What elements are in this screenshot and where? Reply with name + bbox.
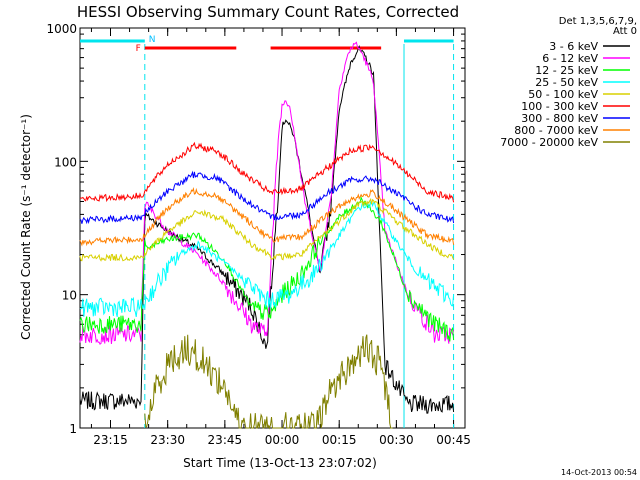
- plot-frame: [79, 27, 466, 429]
- legend-entry-label: 3 - 6 keV: [549, 40, 598, 53]
- legend-header: Det 1,3,5,6,7,9,: [559, 16, 637, 27]
- legend-entry-label: 800 - 7000 keV: [514, 124, 598, 137]
- legend-header: Att 0: [613, 26, 637, 37]
- legend-entry-label: 12 - 25 keV: [535, 64, 598, 77]
- legend-entry-label: 300 - 800 keV: [521, 112, 598, 125]
- x-axis-label: Start Time (13-Oct-13 23:07:02): [183, 456, 377, 470]
- x-tick-label: 00:45: [436, 433, 471, 447]
- y-tick-label: 100: [54, 155, 77, 169]
- x-tick-label: 00:30: [379, 433, 414, 447]
- y-tick-label: 10: [62, 289, 77, 303]
- series-line: [79, 186, 455, 247]
- plot-area: 1 10 100 1000 23:15 23:30 23:45 00:00 00:15 00:30…: [46, 22, 470, 447]
- night-marker-label: N: [149, 35, 156, 45]
- series-line: [144, 334, 393, 430]
- legend-entry-label: 6 - 12 keV: [542, 52, 598, 65]
- flare-marker-label: F: [136, 44, 141, 54]
- plot-timestamp: 14-Oct-2013 00:54: [561, 468, 637, 477]
- series-line: [79, 45, 455, 414]
- series-line: [79, 195, 455, 342]
- legend-entry-label: 7000 - 20000 keV: [500, 136, 598, 149]
- series-line: [79, 170, 455, 225]
- y-tick-label: 1000: [46, 22, 77, 36]
- legend-entry-label: 50 - 100 keV: [528, 88, 598, 101]
- x-tick-label: 00:00: [265, 433, 300, 447]
- legend-entry-label: 25 - 50 keV: [535, 76, 598, 89]
- x-tick-label: 23:45: [208, 433, 243, 447]
- series-line: [79, 197, 455, 262]
- series-line: [79, 200, 455, 318]
- legend-entry-label: 100 - 300 keV: [521, 100, 598, 113]
- x-tick-label: 23:15: [93, 433, 128, 447]
- chart-title: HESSI Observing Summary Count Rates, Cor…: [77, 3, 459, 21]
- y-axis-label: Corrected Count Rate (s⁻¹ detector⁻¹): [19, 114, 33, 340]
- y-tick-label: 1: [69, 422, 77, 436]
- series-line: [79, 141, 455, 203]
- x-tick-label: 00:15: [322, 433, 357, 447]
- x-tick-label: 23:30: [150, 433, 185, 447]
